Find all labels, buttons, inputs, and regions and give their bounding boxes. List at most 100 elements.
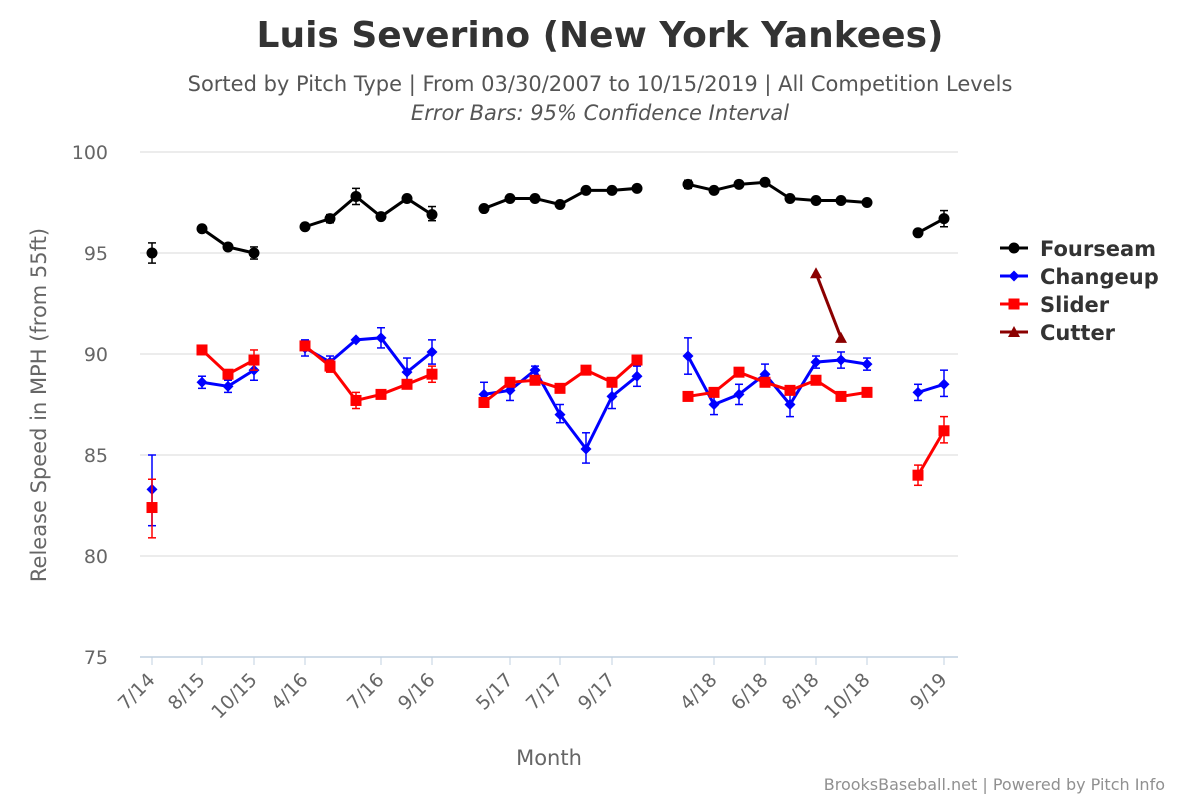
changeup-point bbox=[222, 380, 234, 392]
x-tick-label: 8/15 bbox=[164, 669, 210, 715]
fourseam-point bbox=[196, 223, 208, 235]
x-tick-label: 9/17 bbox=[574, 669, 620, 715]
slider-point bbox=[938, 425, 950, 437]
fourseam-point bbox=[938, 213, 950, 225]
slider-point bbox=[350, 394, 362, 406]
x-tick-label: 4/16 bbox=[267, 669, 313, 715]
fourseam-point bbox=[810, 194, 822, 206]
slider-point bbox=[529, 374, 541, 386]
series-changeup bbox=[146, 326, 950, 527]
slider-point bbox=[708, 386, 720, 398]
legend: Fourseam Changeup Slider Cutter bbox=[1000, 237, 1159, 345]
y-tick-label: 95 bbox=[84, 243, 108, 265]
x-tick-label: 4/18 bbox=[676, 669, 722, 715]
slider-point bbox=[554, 382, 566, 394]
chart-subtitle-error-bars: Error Bars: 95% Confidence Interval bbox=[411, 101, 789, 125]
legend-label-cutter: Cutter bbox=[1040, 321, 1116, 345]
changeup-point bbox=[784, 399, 796, 410]
fourseam-point bbox=[631, 182, 643, 194]
fourseam-point bbox=[784, 192, 796, 204]
fourseam-point bbox=[350, 190, 362, 202]
changeup-point bbox=[810, 356, 822, 368]
fourseam-point bbox=[580, 184, 592, 196]
grid-lines bbox=[140, 151, 958, 658]
slider-point bbox=[759, 376, 771, 388]
fourseam-point bbox=[146, 247, 158, 259]
fourseam-point bbox=[401, 192, 413, 204]
changeup-point bbox=[401, 366, 413, 378]
slider-point bbox=[401, 378, 413, 390]
credits[interactable]: BrooksBaseball.net | Powered by Pitch In… bbox=[824, 775, 1165, 794]
slider-point bbox=[146, 502, 158, 514]
fourseam-point bbox=[299, 221, 311, 233]
fourseam-point bbox=[478, 203, 490, 215]
fourseam-line bbox=[304, 194, 433, 229]
y-tick-label: 100 bbox=[72, 142, 108, 164]
legend-item-cutter[interactable]: Cutter bbox=[1000, 321, 1116, 345]
slider-point bbox=[248, 354, 260, 366]
legend-marker-changeup bbox=[1008, 270, 1020, 282]
fourseam-point bbox=[222, 241, 234, 253]
changeup-point bbox=[861, 358, 873, 370]
x-tick-label: 10/18 bbox=[820, 669, 874, 723]
slider-point bbox=[580, 364, 592, 376]
changeup-point bbox=[580, 443, 592, 455]
x-tick-label: 7/16 bbox=[343, 669, 389, 715]
fourseam-point bbox=[324, 213, 336, 225]
plot-area bbox=[146, 176, 950, 539]
series-cutter bbox=[810, 267, 847, 343]
legend-item-fourseam[interactable]: Fourseam bbox=[1000, 237, 1156, 261]
chart-subtitle: Sorted by Pitch Type | From 03/30/2007 t… bbox=[188, 72, 1013, 97]
changeup-point bbox=[912, 386, 924, 398]
slider-point bbox=[222, 368, 234, 380]
legend-label-changeup: Changeup bbox=[1040, 265, 1159, 289]
x-tick-label: 9/16 bbox=[394, 669, 440, 715]
cutter-point bbox=[810, 267, 822, 279]
fourseam-point bbox=[861, 197, 873, 208]
fourseam-point bbox=[554, 199, 566, 211]
legend-item-changeup[interactable]: Changeup bbox=[1000, 265, 1159, 289]
cutter-point bbox=[835, 331, 847, 343]
fourseam-point bbox=[375, 211, 387, 223]
legend-label-slider: Slider bbox=[1040, 293, 1110, 317]
fourseam-point bbox=[504, 192, 516, 204]
slider-line bbox=[916, 430, 946, 476]
changeup-line bbox=[917, 382, 945, 394]
y-tick-label: 85 bbox=[84, 445, 108, 467]
legend-item-slider[interactable]: Slider bbox=[1000, 293, 1110, 317]
changeup-point bbox=[196, 376, 208, 388]
x-tick-label: 10/15 bbox=[207, 669, 261, 723]
fourseam-point bbox=[682, 178, 694, 190]
legend-marker-fourseam bbox=[1008, 242, 1020, 254]
slider-point bbox=[631, 354, 643, 366]
changeup-point bbox=[554, 409, 566, 421]
changeup-point bbox=[606, 390, 618, 402]
changeup-point bbox=[631, 370, 643, 382]
slider-point bbox=[478, 396, 490, 408]
fourseam-point bbox=[529, 192, 541, 204]
slider-point bbox=[375, 388, 387, 400]
slider-point bbox=[196, 344, 208, 356]
x-tick-label: 5/17 bbox=[472, 669, 518, 715]
x-tick-label: 9/19 bbox=[906, 669, 952, 715]
slider-point bbox=[504, 376, 516, 388]
slider-point bbox=[324, 360, 336, 372]
legend-label-fourseam: Fourseam bbox=[1040, 237, 1156, 261]
x-tick-label: 8/18 bbox=[778, 669, 824, 715]
changeup-point bbox=[350, 334, 362, 346]
changeup-point bbox=[375, 332, 387, 344]
changeup-point bbox=[708, 399, 720, 410]
fourseam-point bbox=[759, 176, 771, 188]
cutter-line bbox=[814, 272, 843, 339]
slider-point bbox=[606, 376, 618, 388]
series-fourseam bbox=[146, 176, 950, 264]
y-tick-label: 90 bbox=[84, 344, 108, 366]
slider-point bbox=[810, 374, 822, 386]
fourseam-point bbox=[606, 184, 618, 196]
fourseam-point bbox=[708, 184, 720, 196]
fourseam-point bbox=[912, 227, 924, 239]
y-axis-title: Release Speed in MPH (from 55ft) bbox=[27, 228, 51, 582]
changeup-line bbox=[304, 336, 433, 375]
